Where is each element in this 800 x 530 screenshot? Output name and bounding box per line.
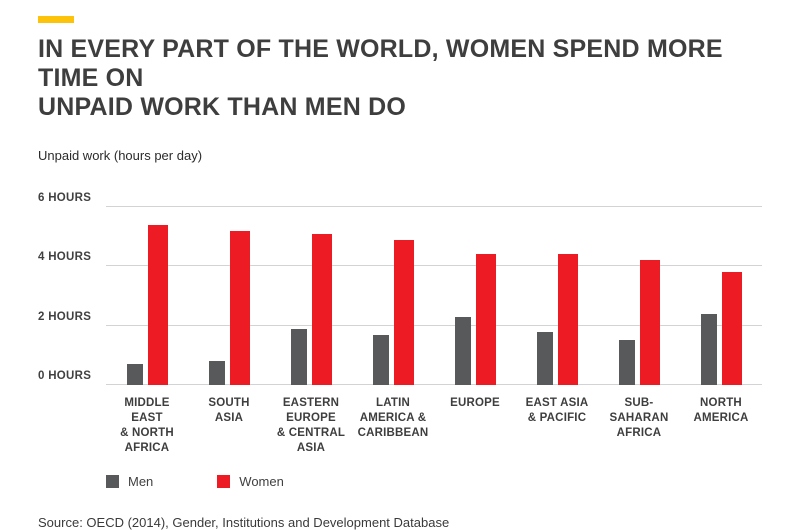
bar-pair — [536, 207, 578, 385]
y-axis: 6 HOURS 4 HOURS 2 HOURS 0 HOURS — [38, 192, 106, 385]
category-label: SOUTH ASIA — [208, 397, 250, 424]
bar-pair — [454, 207, 496, 385]
legend-label: Women — [239, 474, 284, 489]
category-label: EASTERN EUROPE & CENTRAL ASIA — [276, 397, 346, 454]
source-note: Source: OECD (2014), Gender, Institution… — [38, 515, 450, 530]
axis-unit-label: Unpaid work (hours per day) — [38, 148, 203, 163]
category-label: MIDDLE EAST & NORTH AFRICA — [120, 397, 174, 454]
bar-men — [290, 329, 307, 385]
bar-women — [557, 254, 578, 385]
accent-bar — [38, 16, 74, 23]
bar-men — [618, 340, 635, 385]
gridline — [106, 384, 762, 385]
gridlines — [106, 206, 762, 385]
legend-swatch — [106, 475, 119, 488]
gridline — [106, 265, 762, 267]
bar-groups: MIDDLE EAST & NORTH AFRICA SOUTH ASIA EAST… — [106, 207, 762, 456]
bar-women — [311, 234, 332, 385]
category-label: EAST ASIA & PACIFIC — [525, 397, 589, 424]
legend-item-men: Men — [106, 474, 153, 489]
bar-pair — [700, 207, 742, 385]
bar-women — [475, 254, 496, 385]
bar-women — [147, 225, 168, 385]
bar-pair — [126, 207, 168, 385]
bar-men — [700, 314, 717, 385]
plot-area: MIDDLE EAST & NORTH AFRICA SOUTH ASIA EAST… — [106, 206, 762, 456]
category-label: SUB-SAHARAN AFRICA — [609, 397, 669, 439]
bar-chart: 6 HOURS 4 HOURS 2 HOURS 0 HOURS MIDDLE EAST… — [38, 192, 762, 456]
bar-women — [721, 272, 742, 385]
legend-swatch — [217, 475, 231, 488]
bar-men — [454, 317, 471, 385]
y-tick-label: 6 HOURS — [38, 192, 92, 204]
bar-women — [229, 231, 250, 385]
bar-pair — [372, 207, 414, 385]
legend: Men Women — [106, 474, 762, 489]
category-group: NORTH AMERICA — [680, 207, 762, 456]
y-tick-label: 0 HOURS — [38, 370, 92, 382]
bar-men — [126, 364, 143, 385]
gridline — [106, 324, 762, 326]
gridline — [106, 206, 762, 207]
bar-men — [536, 332, 553, 385]
category-group: SOUTH ASIA — [188, 207, 270, 456]
category-group: EAST ASIA & PACIFIC — [516, 207, 598, 456]
y-tick-label: 4 HOURS — [38, 251, 92, 264]
bar-men — [208, 361, 225, 385]
category-label: NORTH AMERICA — [693, 397, 749, 424]
category-group: EUROPE — [434, 207, 516, 456]
bar-pair — [208, 207, 250, 385]
category-group: SUB-SAHARAN AFRICA — [598, 207, 680, 456]
category-group: MIDDLE EAST & NORTH AFRICA — [106, 207, 188, 456]
legend-item-women: Women — [217, 474, 284, 489]
bar-pair — [618, 207, 660, 385]
infographic: IN EVERY PART OF THE WORLD, WOMEN SPEND … — [38, 16, 762, 530]
bar-women — [393, 240, 414, 385]
category-label: EUROPE — [450, 397, 500, 409]
category-label: LATIN AMERICA & CARIBBEAN — [357, 397, 429, 439]
y-tick-label: 2 HOURS — [38, 310, 92, 323]
category-group: EASTERN EUROPE & CENTRAL ASIA — [270, 207, 352, 456]
bar-pair — [290, 207, 332, 385]
bar-men — [372, 335, 389, 385]
category-group: LATIN AMERICA & CARIBBEAN — [352, 207, 434, 456]
legend-label: Men — [128, 474, 154, 489]
chart-title: IN EVERY PART OF THE WORLD, WOMEN SPEND … — [38, 35, 723, 121]
bar-women — [639, 260, 660, 385]
